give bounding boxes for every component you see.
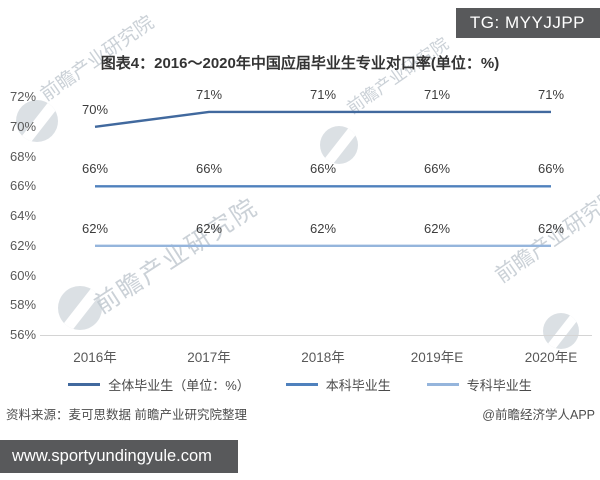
data-label: 71% <box>195 86 223 102</box>
website-url-bar: www.sportyundingyule.com <box>0 440 238 473</box>
data-label: 62% <box>195 220 223 236</box>
data-label: 66% <box>195 161 223 177</box>
tg-badge: TG: MYYJJPP <box>455 8 600 38</box>
x-axis-tick-label: 2018年 <box>301 350 345 365</box>
data-label: 71% <box>423 86 451 102</box>
data-label: 62% <box>81 220 109 236</box>
y-axis-tick-label: 72% <box>10 89 37 104</box>
y-axis-tick-label: 58% <box>10 297 37 313</box>
legend-item-undergraduates: 本科毕业生 <box>285 375 391 394</box>
legend-swatch-vocational <box>426 382 459 386</box>
y-axis-tick-label: 60% <box>10 267 37 283</box>
data-label: 71% <box>537 86 565 102</box>
y-axis-tick-label: 62% <box>10 237 37 253</box>
legend-item-all-graduates: 全体毕业生（单位：%） <box>68 375 250 394</box>
data-label: 62% <box>537 220 565 236</box>
y-axis-tick-label: 56% <box>10 327 37 342</box>
data-label: 66% <box>423 161 451 177</box>
data-label: 71% <box>309 86 337 102</box>
publisher-note: @前瞻经济学人APP <box>482 408 595 422</box>
x-axis-tick-label: 2019年E <box>410 350 464 365</box>
chart-title: 图表4：2016～2020年中国应届毕业生专业对口率(单位：%) <box>100 55 500 72</box>
y-axis-tick-label: 64% <box>10 208 37 223</box>
data-label: 62% <box>423 220 451 236</box>
legend-item-vocational: 专科毕业生 <box>426 375 532 394</box>
y-axis-tick-label: 70% <box>10 118 37 134</box>
x-axis-tick-label: 2017年 <box>187 350 231 365</box>
chart-legend: 全体毕业生（单位：%） 本科毕业生 专科毕业生 <box>0 374 600 394</box>
legend-swatch-all-graduates <box>68 382 101 386</box>
legend-label: 专科毕业生 <box>466 377 532 393</box>
data-label: 70% <box>81 101 109 117</box>
data-label: 62% <box>309 220 337 236</box>
y-axis-tick-label: 66% <box>10 178 37 194</box>
legend-swatch-undergraduates <box>285 382 318 386</box>
website-url: www.sportyundingyule.com <box>12 447 212 465</box>
data-label: 66% <box>81 161 109 177</box>
y-axis-tick-label: 68% <box>10 148 37 164</box>
legend-label: 本科毕业生 <box>325 377 391 393</box>
x-axis-tick-label: 2020年E <box>524 350 578 365</box>
legend-label: 全体毕业生（单位：%） <box>108 377 250 393</box>
data-label: 66% <box>537 161 565 177</box>
data-source-note: 资料来源：麦可思数据 前瞻产业研究院整理 <box>6 408 247 422</box>
series-line-0 <box>94 110 551 128</box>
data-label: 66% <box>309 161 337 177</box>
x-axis-tick-label: 2016年 <box>73 350 117 365</box>
tg-badge-label: TG: MYYJJPP <box>469 13 585 32</box>
